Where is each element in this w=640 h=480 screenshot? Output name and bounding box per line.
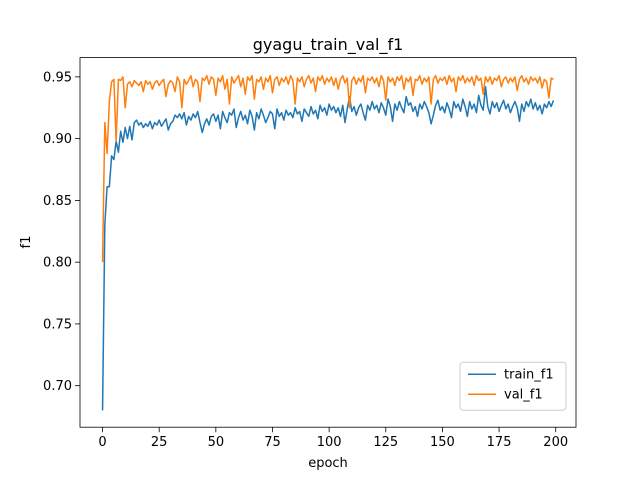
x-tick-label: 125 [373,435,398,450]
y-tick-label: 0.85 [43,194,72,209]
line-series [101,74,554,263]
legend-label: val_f1 [504,388,543,403]
legend-label: train_f1 [504,368,554,383]
x-tick-label: 175 [487,435,512,450]
y-tick-label: 0.75 [43,317,72,332]
y-axis-label: f1 [19,236,34,249]
y-tick-label: 0.70 [43,379,72,394]
x-tick-label: 0 [98,435,106,450]
chart-title: gyagu_train_val_f1 [253,35,404,55]
line-series [101,86,555,411]
x-axis-label: epoch [308,456,348,471]
y-tick-label: 0.90 [43,132,72,147]
x-tick-label: 75 [264,435,281,450]
x-tick-label: 200 [543,435,568,450]
x-tick-label: 25 [151,435,168,450]
y-tick-label: 0.80 [43,256,72,271]
axes-frame [79,57,577,428]
x-tick-label: 100 [317,435,342,450]
x-tick-label: 150 [430,435,455,450]
x-tick-label: 50 [208,435,225,450]
y-tick-label: 0.95 [43,70,72,85]
